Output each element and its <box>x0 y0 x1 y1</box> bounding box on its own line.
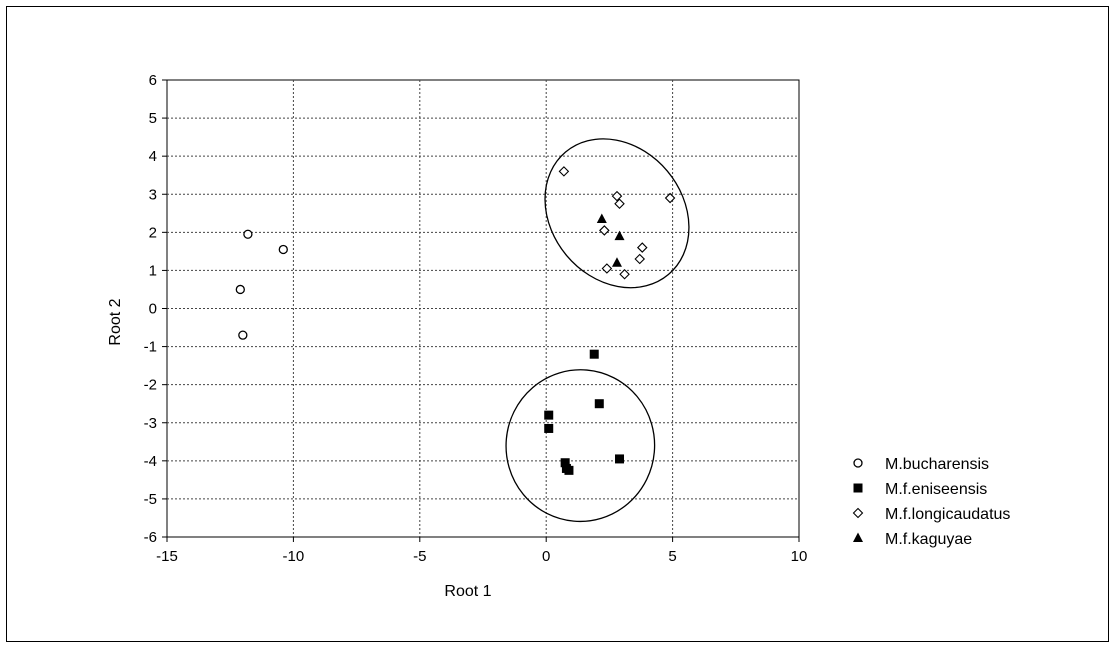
x-tick-label: 10 <box>791 548 808 565</box>
x-axis-label: Root 1 <box>444 583 491 600</box>
grid-lines <box>167 80 799 537</box>
x-tick-label: -10 <box>283 548 305 565</box>
data-point <box>634 253 646 265</box>
data-point <box>599 225 610 236</box>
y-tick-labels: 6 5 4 3 2 1 0 -1 -2 -3 -4 -5 -6 <box>144 72 167 546</box>
x-tick-label: 5 <box>668 548 676 565</box>
data-point <box>544 410 554 420</box>
data-point <box>243 229 253 239</box>
data-point <box>615 454 625 464</box>
legend-label: M.f.eniseensis <box>885 481 987 498</box>
data-point <box>560 458 570 468</box>
y-tick-label: 3 <box>149 186 157 203</box>
x-tick-label: -5 <box>413 548 426 565</box>
data-point <box>596 213 607 224</box>
data-point <box>636 242 648 253</box>
x-tick-label: -15 <box>156 548 178 565</box>
legend-label: M.bucharensis <box>885 456 989 473</box>
y-axis-label: Root 2 <box>107 298 124 345</box>
y-tick-label: -5 <box>144 491 157 508</box>
data-point <box>594 399 604 409</box>
data-point <box>601 263 613 274</box>
x-tick-labels: -15 -10 -5 0 5 10 <box>156 537 807 565</box>
data-point <box>544 423 554 433</box>
data-point <box>614 230 625 241</box>
data-point <box>611 190 623 202</box>
y-tick-label: -2 <box>144 377 157 394</box>
y-tick-label: 6 <box>149 72 157 89</box>
x-tick-label: 0 <box>542 548 550 565</box>
y-tick-label: 1 <box>149 262 157 279</box>
legend-marker <box>853 458 863 468</box>
legend-label: M.f.kaguyae <box>885 531 972 548</box>
data-point <box>238 330 248 340</box>
y-tick-label: 4 <box>149 148 157 165</box>
chart-frame <box>6 6 1109 642</box>
y-tick-label: 0 <box>149 301 157 318</box>
y-tick-label: 5 <box>149 110 157 127</box>
cluster-ellipses <box>505 138 690 523</box>
y-tick-label: 2 <box>149 224 157 241</box>
data-point <box>564 465 574 475</box>
y-tick-label: -3 <box>144 415 157 432</box>
legend-marker <box>853 532 863 542</box>
data-point <box>619 268 630 280</box>
data-point <box>614 198 625 210</box>
data-point <box>558 166 570 177</box>
y-tick-label: -4 <box>144 453 157 470</box>
lower-cluster-ellipse <box>505 369 656 523</box>
y-tick-label: -6 <box>144 529 157 546</box>
data-point <box>664 192 676 204</box>
legend-label: M.f.longicaudatus <box>885 506 1010 523</box>
legend-marker <box>852 507 864 519</box>
data-point <box>589 349 599 359</box>
upper-cluster-ellipse <box>544 138 690 289</box>
data-points <box>235 166 676 475</box>
data-point <box>278 244 288 255</box>
data-point <box>611 257 622 267</box>
y-tick-label: -1 <box>144 339 157 356</box>
legend-marker <box>853 483 863 493</box>
legend: M.bucharensis M.f.eniseensis M.f.longicaud… <box>852 456 1010 548</box>
data-point <box>235 284 245 295</box>
